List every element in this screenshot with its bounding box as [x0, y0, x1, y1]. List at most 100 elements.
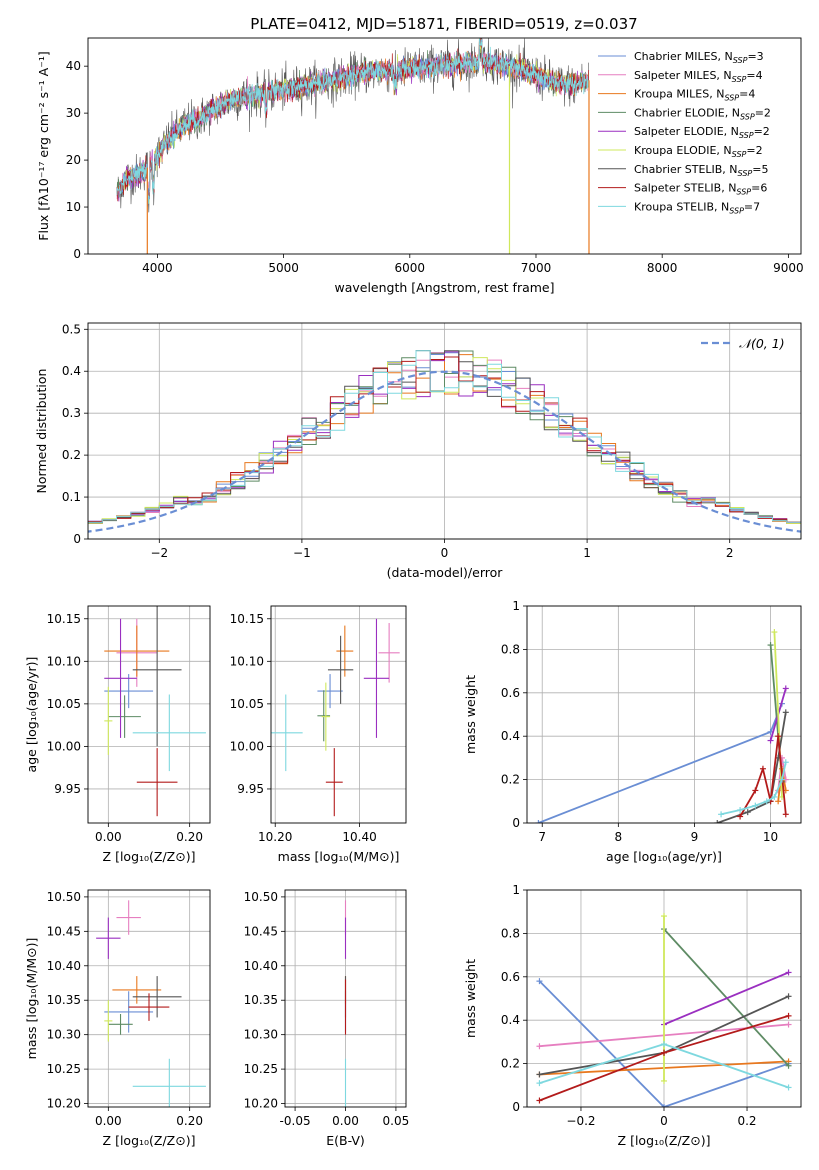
legend-sub: SSP [732, 150, 747, 159]
y-tick-label: 10.50 [244, 890, 278, 904]
weight-series-salpeter_stelib [739, 736, 787, 817]
x-tick-label: 10.40 [342, 830, 376, 844]
y-tick-label: 40 [66, 59, 81, 73]
x-axis-label: (data-model)/error [387, 565, 504, 580]
x-tick-label: 2 [726, 546, 734, 560]
y-tick-label: 10.10 [230, 654, 264, 668]
weight-vs-Z-panel: −0.2 0 0.2 0 0.2 0.4 0.6 0.8 1 Z [log₁₀(Z/Z⊙)] mas… [463, 883, 802, 1148]
legend-sub: SSP [738, 169, 753, 178]
y-tick-label: 10.40 [244, 959, 278, 973]
x-tick-label: −0.2 [566, 1114, 595, 1128]
legend-name: Chabrier MILES, N [634, 50, 733, 63]
y-tick-label: 10.30 [47, 1028, 81, 1042]
legend-tail: =2 [746, 144, 762, 157]
legend-name: Salpeter ELODIE, N [634, 125, 739, 138]
y-tick-label: 1 [512, 599, 520, 613]
y-tick-label: 10.15 [230, 612, 264, 626]
weight-vs-age-panel: 7 8 9 10 0 0.2 0.4 0.6 0.8 1 age [log₁₀(age/yr)] ma… [463, 599, 802, 864]
legend-tail: =3 [747, 50, 763, 63]
age-vs-mass-panel: 10.20 10.40 9.95 10.00 10.05 10.10 10.15 mass [… [230, 605, 407, 864]
legend-entry: Salpeter MILES, NSSP=4 [634, 69, 763, 84]
legend-entry: Kroupa STELIB, NSSP=7 [634, 200, 760, 215]
y-tick-label: 0.2 [501, 1057, 520, 1071]
y-tick-label: 0.8 [501, 642, 520, 656]
legend-name: Kroupa MILES, N [634, 88, 724, 101]
x-axis-label: Z [log₁₀(Z/Z⊙)] [103, 849, 196, 864]
x-tick-label: 0.00 [95, 1114, 122, 1128]
x-tick-label: 4000 [142, 261, 173, 275]
x-tick-label: 1 [583, 546, 591, 560]
legend-tail: =5 [752, 163, 768, 176]
weight-series-chabrier_miles [538, 980, 789, 1107]
axes-frame [87, 322, 802, 540]
y-tick-label: 10.30 [244, 1028, 278, 1042]
legend-sub: SSP [736, 188, 751, 197]
y-axis-label: Flux [fλ10⁻¹⁷ erg cm⁻² s⁻¹ A⁻¹] [36, 51, 51, 240]
x-tick-label: 5000 [268, 261, 299, 275]
y-tick-label: 10.50 [47, 890, 81, 904]
x-axis-label: Z [log₁₀(Z/Z⊙)] [103, 1133, 196, 1148]
y-tick-label: 10.05 [230, 697, 264, 711]
x-axis-label: mass [log₁₀(M/M⊙)] [278, 849, 400, 864]
x-tick-label: 0 [441, 546, 449, 560]
legend-name: Chabrier STELIB, N [634, 163, 738, 176]
legend-name: Salpeter STELIB, N [634, 182, 736, 195]
legend-entry: Salpeter STELIB, NSSP=6 [634, 182, 767, 197]
y-axis-label: mass [log₁₀(M/M⊙)] [24, 938, 39, 1060]
y-axis-label: mass weight [463, 675, 478, 754]
x-tick-label: 7 [538, 830, 546, 844]
legend-entry: Chabrier MILES, NSSP=3 [634, 50, 764, 65]
legend-entry: Kroupa MILES, NSSP=4 [634, 88, 755, 103]
normal-curve [88, 370, 801, 533]
axes-frame [87, 889, 211, 1108]
x-tick-label: 0 [660, 1114, 668, 1128]
y-tick-label: 0.6 [501, 686, 520, 700]
legend-tail: =2 [754, 125, 770, 138]
x-tick-label: 0.00 [332, 1114, 359, 1128]
y-tick-label: 0 [512, 816, 520, 830]
x-tick-label: 10 [763, 830, 778, 844]
x-tick-label: −1 [293, 546, 311, 560]
legend-entry: Salpeter ELODIE, NSSP=2 [634, 125, 770, 140]
spectrum-series-kroupa_miles [116, 38, 590, 198]
y-tick-label: 0.2 [62, 448, 81, 462]
legend: 𝒩(0, 1) [701, 336, 785, 351]
x-tick-label: 0.20 [176, 830, 203, 844]
y-tick-label: 10.45 [244, 924, 278, 938]
age-vs-Z-panel: 0.00 0.20 9.95 10.00 10.05 10.10 10.15 Z [log₁₀… [24, 605, 211, 864]
x-tick-label: 0.05 [383, 1114, 410, 1128]
y-tick-label: 10.40 [47, 959, 81, 973]
y-tick-label: 10.35 [244, 993, 278, 1007]
x-tick-label: 7000 [521, 261, 552, 275]
y-tick-label: 0.8 [501, 926, 520, 940]
y-tick-label: 10.35 [47, 993, 81, 1007]
mass-vs-Z-panel: 0.00 0.20 10.20 10.25 10.30 10.35 10.40 10.45 10… [24, 889, 211, 1148]
legend-tail: =6 [751, 182, 767, 195]
plot-area [116, 38, 590, 254]
legend-tail: =2 [755, 106, 771, 119]
x-tick-label: 0.00 [95, 830, 122, 844]
y-tick-label: 1 [512, 883, 520, 897]
y-tick-label: 10.00 [47, 739, 81, 753]
axes-frame [87, 37, 802, 255]
axes-frame [526, 605, 802, 824]
y-tick-label: 0.1 [62, 490, 81, 504]
y-tick-label: 10.00 [230, 739, 264, 753]
y-tick-label: 9.95 [237, 782, 264, 796]
figure-title: PLATE=0412, MJD=51871, FIBERID=0519, z=0… [250, 15, 637, 33]
legend-entry: Chabrier STELIB, NSSP=5 [634, 163, 768, 178]
histogram-kroupa_stelib [88, 350, 801, 539]
legend-name: Kroupa STELIB, N [634, 200, 729, 213]
x-tick-label: -0.05 [280, 1114, 311, 1128]
y-tick-label: 10.05 [47, 697, 81, 711]
x-tick-label: 8000 [647, 261, 678, 275]
legend-sub: SSP [740, 112, 755, 121]
legend-sub: SSP [729, 206, 744, 215]
y-tick-label: 0.2 [501, 773, 520, 787]
y-tick-label: 10.25 [244, 1062, 278, 1076]
y-axis-label: Normed distribution [34, 369, 49, 494]
y-tick-label: 0.4 [501, 1013, 520, 1027]
y-axis-label: age [log₁₀(age/yr)] [24, 657, 39, 773]
